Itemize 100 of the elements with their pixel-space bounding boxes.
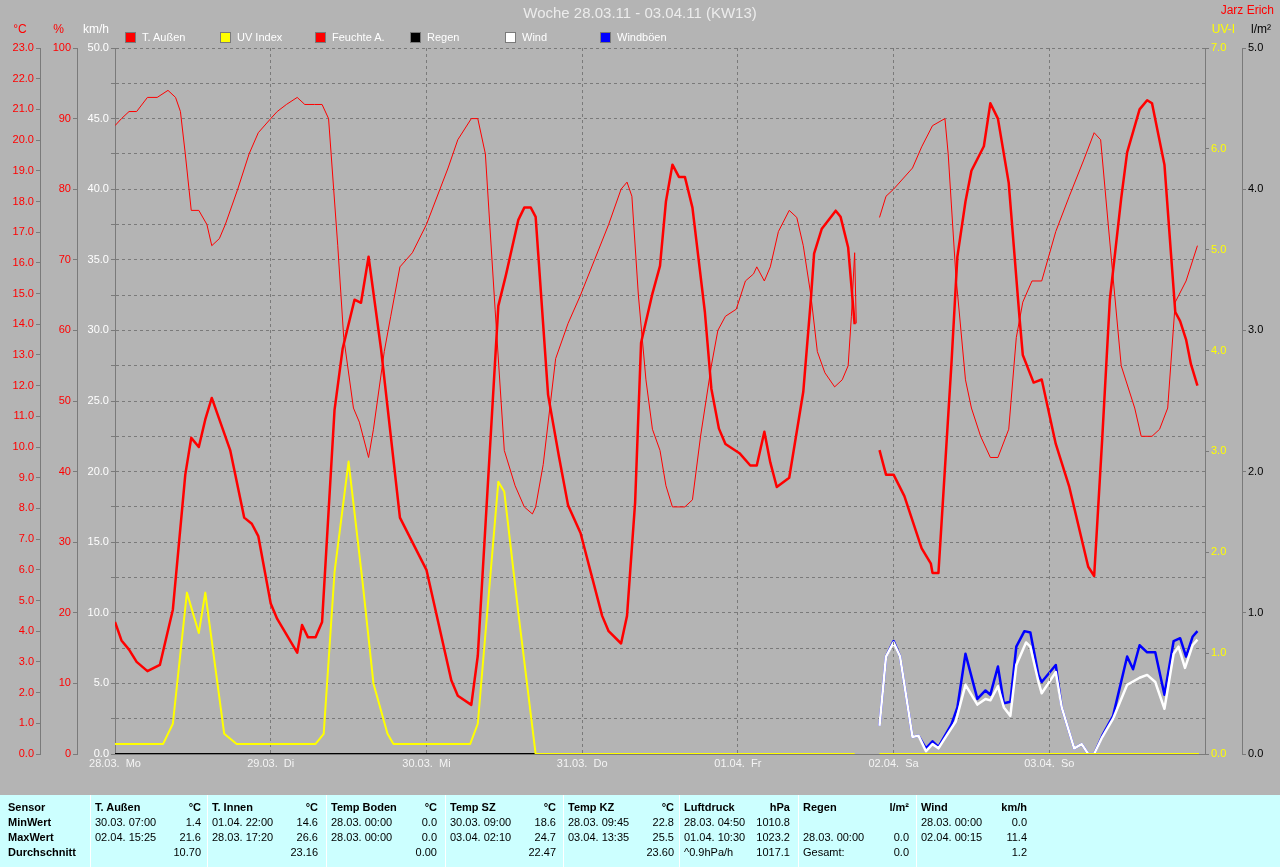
y-tick-label: 2.0 bbox=[18, 685, 34, 698]
y-tick-label: 10.0 bbox=[12, 440, 34, 453]
text: 01.04. 10:30 bbox=[684, 831, 746, 843]
text: Jarz Erich bbox=[1220, 3, 1274, 18]
y-tick-label: 40.0 bbox=[87, 182, 109, 195]
text: 0.0 bbox=[893, 831, 909, 843]
x-tick-label: 31.03. Do bbox=[556, 756, 608, 769]
text: 1.2 bbox=[1011, 846, 1027, 858]
text: 0.0 bbox=[421, 831, 437, 843]
y-tick-label: 50.0 bbox=[87, 41, 109, 54]
text: 28.03. 17:20 bbox=[212, 831, 274, 843]
y3-tick-label: 90 bbox=[58, 111, 71, 124]
x-tick-label: 02.04. Sa bbox=[868, 756, 920, 769]
y-tick-label: 3.0 bbox=[18, 654, 34, 667]
y3-tick-label: 50 bbox=[58, 394, 71, 407]
y-tick-label: 12.0 bbox=[12, 378, 34, 391]
y2-tick-label: 3.0 bbox=[1211, 444, 1227, 457]
text: 28.03. 09:45 bbox=[568, 816, 630, 828]
y-tick-label: 23.0 bbox=[12, 41, 34, 54]
x-tick-label: 29.03. Di bbox=[247, 756, 295, 769]
y3-tick-label: 60 bbox=[58, 323, 71, 336]
y2-tick-label: 5.0 bbox=[1248, 41, 1264, 54]
y-tick-label: 21.0 bbox=[12, 102, 34, 115]
text: 02.04. 15:25 bbox=[95, 831, 157, 843]
y3-axis-title: % bbox=[53, 22, 65, 37]
text: hPa bbox=[769, 801, 790, 813]
y-tick-label: 6.0 bbox=[18, 562, 34, 575]
text: 30.03. 07:00 bbox=[95, 816, 157, 828]
y2-tick-label: 7.0 bbox=[1211, 41, 1227, 54]
text: °C bbox=[305, 801, 318, 813]
y-tick-label: 14.0 bbox=[12, 317, 34, 330]
legend-label: Regen bbox=[427, 31, 460, 43]
y3-tick-label: 10 bbox=[58, 676, 71, 689]
legend-label: T. Außen bbox=[142, 31, 186, 43]
y2-tick-label: 5.0 bbox=[1211, 242, 1227, 255]
y3-tick-label: 100 bbox=[52, 41, 71, 54]
text: °C bbox=[188, 801, 201, 813]
text: Regen bbox=[803, 801, 837, 813]
y-tick-label: 16.0 bbox=[12, 255, 34, 268]
text: Temp SZ bbox=[450, 801, 496, 813]
text: 0.0 bbox=[1011, 816, 1027, 828]
text: 0.00 bbox=[415, 846, 437, 858]
y-tick-label: 22.0 bbox=[12, 71, 34, 84]
text: 28.03. 00:00 bbox=[921, 816, 983, 828]
text: l/m² bbox=[889, 801, 909, 813]
text: 26.6 bbox=[296, 831, 318, 843]
text: 23.60 bbox=[646, 846, 674, 858]
text: ^0.9hPa/h bbox=[684, 846, 734, 858]
x-tick-label: 30.03. Mi bbox=[402, 756, 451, 769]
y-tick-label: 18.0 bbox=[12, 194, 34, 207]
legend-label: Wind bbox=[522, 31, 548, 43]
y2-axis-title: UV-I bbox=[1211, 22, 1236, 37]
text: 22.8 bbox=[652, 816, 674, 828]
text: °C bbox=[661, 801, 674, 813]
text: 24.7 bbox=[534, 831, 556, 843]
text: 28.03. 00:00 bbox=[803, 831, 865, 843]
y-tick-label: 19.0 bbox=[12, 163, 34, 176]
text: 22.47 bbox=[528, 846, 556, 858]
text: 28.03. 00:00 bbox=[331, 816, 393, 828]
text: 0.0 bbox=[421, 816, 437, 828]
text: 28.03. 04:50 bbox=[684, 816, 746, 828]
text: 30.03. 09:00 bbox=[450, 816, 512, 828]
y-tick-label: 30.0 bbox=[87, 323, 109, 336]
y3-tick-label: 30 bbox=[58, 535, 71, 548]
text: 01.04. 22:00 bbox=[212, 816, 274, 828]
y-axis-title: km/h bbox=[82, 22, 110, 37]
y-tick-label: 10.0 bbox=[87, 605, 109, 618]
y-tick-label: 17.0 bbox=[12, 225, 34, 238]
y-tick-label: 8.0 bbox=[18, 501, 34, 514]
y2-tick-label: 0.0 bbox=[1211, 747, 1227, 760]
text: 14.6 bbox=[296, 816, 318, 828]
legend-label: UV Index bbox=[237, 31, 283, 43]
y2-tick-label: 3.0 bbox=[1248, 323, 1264, 336]
text: Durchschnitt bbox=[8, 846, 76, 858]
y-tick-label: 35.0 bbox=[87, 252, 109, 265]
text: 25.5 bbox=[652, 831, 674, 843]
text: Wind bbox=[921, 801, 948, 813]
y2-tick-label: 2.0 bbox=[1211, 545, 1227, 558]
text: MinWert bbox=[8, 816, 52, 828]
y2-tick-label: 0.0 bbox=[1248, 747, 1264, 760]
chart-title: Woche 28.03.11 - 03.04.11 (KW13) bbox=[523, 3, 757, 21]
text: Sensor bbox=[8, 801, 46, 813]
y-tick-label: 4.0 bbox=[18, 624, 34, 637]
y2-tick-label: 1.0 bbox=[1211, 646, 1227, 659]
text: Temp Boden bbox=[331, 801, 397, 813]
text: 21.6 bbox=[179, 831, 201, 843]
text: °C bbox=[543, 801, 556, 813]
y-tick-label: 20.0 bbox=[12, 133, 34, 146]
y-tick-label: 25.0 bbox=[87, 394, 109, 407]
text: 1023.2 bbox=[756, 831, 790, 843]
text: km/h bbox=[1001, 801, 1027, 813]
y-tick-label: 11.0 bbox=[13, 409, 34, 422]
y2-tick-label: 2.0 bbox=[1248, 464, 1264, 477]
y3-tick-label: 20 bbox=[58, 605, 71, 618]
y2-tick-label: 4.0 bbox=[1211, 343, 1227, 356]
y-tick-label: 0.0 bbox=[18, 747, 34, 760]
text: Luftdruck bbox=[684, 801, 735, 813]
text: Gesamt: bbox=[803, 846, 845, 858]
y-tick-label: 45.0 bbox=[87, 111, 109, 124]
y2-axis-title: l/m² bbox=[1251, 22, 1271, 37]
